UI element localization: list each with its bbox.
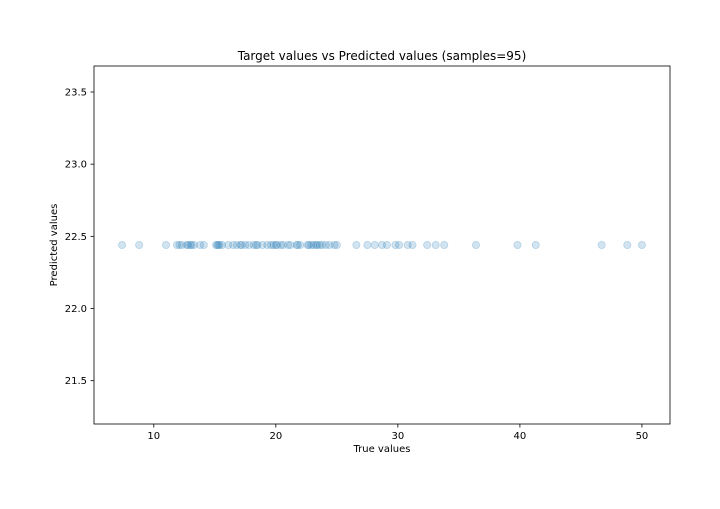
- chart-title: Target values vs Predicted values (sampl…: [237, 49, 527, 63]
- data-point: [286, 240, 295, 249]
- y-axis-label: Predicted values: [49, 204, 60, 287]
- data-point: [623, 240, 632, 249]
- data-points: [118, 240, 646, 249]
- data-point: [263, 240, 272, 249]
- data-point: [471, 240, 480, 249]
- data-point: [531, 240, 540, 249]
- data-point: [313, 240, 322, 249]
- x-tick-label: 50: [636, 431, 649, 442]
- data-point: [293, 240, 302, 249]
- x-axis-ticks: 10 20 30 40 50: [147, 424, 648, 442]
- data-point: [237, 240, 246, 249]
- y-tick-label: 22.5: [65, 232, 87, 243]
- data-point: [325, 240, 334, 249]
- data-point: [273, 240, 282, 249]
- data-point: [597, 240, 606, 249]
- data-point: [232, 240, 241, 249]
- data-point: [431, 240, 440, 249]
- data-point: [292, 240, 301, 249]
- data-point: [318, 240, 327, 249]
- data-point: [363, 240, 372, 249]
- data-point: [309, 240, 318, 249]
- data-point: [440, 240, 449, 249]
- data-point: [196, 240, 205, 249]
- data-point: [304, 240, 313, 249]
- data-point: [244, 240, 253, 249]
- x-tick-label: 20: [269, 431, 282, 442]
- data-point: [172, 240, 181, 249]
- data-point: [186, 240, 195, 249]
- data-point: [258, 240, 267, 249]
- data-point: [183, 240, 192, 249]
- data-point: [513, 240, 522, 249]
- data-point: [175, 240, 184, 249]
- data-point: [370, 240, 379, 249]
- y-tick-label: 21.5: [65, 376, 87, 387]
- data-point: [187, 240, 196, 249]
- data-point: [252, 240, 261, 249]
- data-point: [212, 240, 221, 249]
- data-point: [215, 240, 224, 249]
- data-point: [303, 240, 312, 249]
- data-point: [269, 240, 278, 249]
- data-point: [408, 240, 417, 249]
- data-point: [321, 240, 330, 249]
- y-tick-label: 22.0: [65, 304, 87, 315]
- data-point: [312, 240, 321, 249]
- y-axis-ticks: 21.5 22.0 22.5 23.0 23.5: [65, 87, 94, 387]
- data-point: [214, 240, 223, 249]
- data-point: [332, 240, 341, 249]
- data-point: [377, 240, 386, 249]
- data-point: [315, 240, 324, 249]
- data-point: [382, 240, 391, 249]
- plot-frame: [93, 65, 671, 425]
- data-point: [135, 240, 144, 249]
- data-point: [330, 240, 339, 249]
- data-point: [266, 240, 275, 249]
- x-tick-label: 10: [147, 431, 160, 442]
- data-point: [199, 240, 208, 249]
- data-point: [395, 240, 404, 249]
- data-point: [284, 240, 293, 249]
- data-point: [161, 240, 170, 249]
- data-point: [241, 240, 250, 249]
- data-point: [403, 240, 412, 249]
- data-point: [279, 240, 288, 249]
- data-point: [236, 240, 245, 249]
- data-point: [253, 240, 262, 249]
- plot-area: [94, 66, 670, 424]
- data-point: [229, 240, 238, 249]
- data-point: [249, 240, 258, 249]
- data-point: [177, 240, 186, 249]
- data-point: [213, 240, 222, 249]
- data-point: [423, 240, 432, 249]
- data-point: [637, 240, 646, 249]
- data-point: [276, 240, 285, 249]
- x-tick-label: 30: [391, 431, 404, 442]
- x-tick-label: 40: [514, 431, 527, 442]
- data-point: [391, 240, 400, 249]
- data-point: [218, 240, 227, 249]
- data-point: [118, 240, 127, 249]
- y-tick-label: 23.5: [65, 87, 87, 98]
- data-point: [190, 240, 199, 249]
- data-point: [271, 240, 280, 249]
- data-point: [307, 240, 316, 249]
- data-point: [352, 240, 361, 249]
- y-tick-label: 23.0: [65, 160, 87, 171]
- data-point: [182, 240, 191, 249]
- x-axis-label: True values: [353, 444, 411, 455]
- data-point: [296, 240, 305, 249]
- data-point: [224, 240, 233, 249]
